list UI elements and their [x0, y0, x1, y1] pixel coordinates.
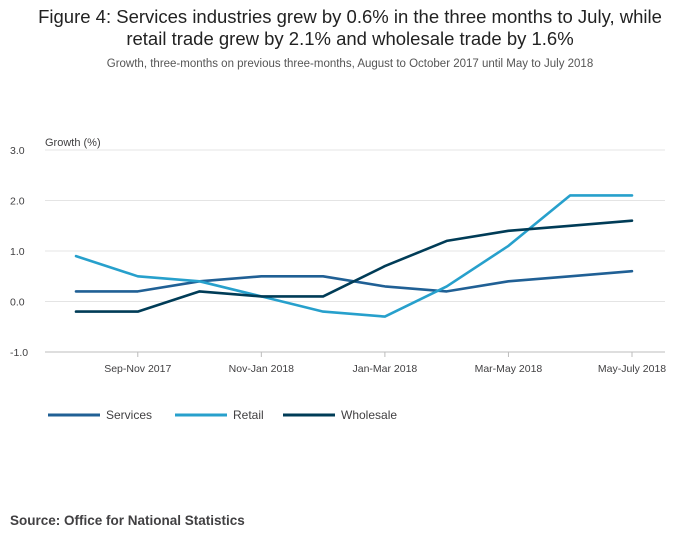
x-tick-label: Mar-May 2018 [475, 363, 543, 375]
y-axis-ticks: 3.0 2.0 1.0 0.0 -1.0 [10, 145, 28, 359]
x-tick-label: Sep-Nov 2017 [104, 363, 171, 375]
legend-label-wholesale: Wholesale [341, 408, 397, 422]
y-tick-label: 2.0 [10, 196, 25, 208]
x-axis-ticks: Sep-Nov 2017 Nov-Jan 2018 Jan-Mar 2018 Mar-… [104, 352, 666, 375]
x-tick-label: May-July 2018 [598, 363, 666, 375]
chart-title-line-2: retail trade grew by 2.1% and wholesale … [126, 28, 574, 49]
gridlines [45, 149, 665, 353]
x-tick-label: Nov-Jan 2018 [229, 363, 295, 375]
y-tick-label: 0.0 [10, 297, 25, 309]
legend: Services Retail Wholesale [48, 408, 397, 422]
y-tick-label: -1.0 [10, 347, 28, 359]
line-chart: Growth (%) 3.0 2.0 1.0 0.0 -1.0 Sep-Nov 2017… [10, 137, 666, 422]
chart-title: Figure 4: Services industries grew by 0.… [0, 6, 700, 50]
series-line-retail [74, 194, 634, 318]
series-line-wholesale [74, 219, 634, 313]
chart-subtitle: Growth, three-months on previous three-m… [106, 58, 594, 70]
y-axis-label: Growth (%) [45, 137, 101, 149]
x-tick-label: Jan-Mar 2018 [352, 363, 417, 375]
y-tick-label: 1.0 [10, 246, 25, 258]
source-note: Source: Office for National Statistics [10, 513, 245, 528]
legend-label-retail: Retail [233, 408, 264, 422]
chart-title-line-1: Figure 4: Services industries grew by 0.… [38, 6, 662, 27]
legend-label-services: Services [106, 408, 152, 422]
series-lines [74, 194, 634, 318]
y-tick-label: 3.0 [10, 145, 25, 157]
